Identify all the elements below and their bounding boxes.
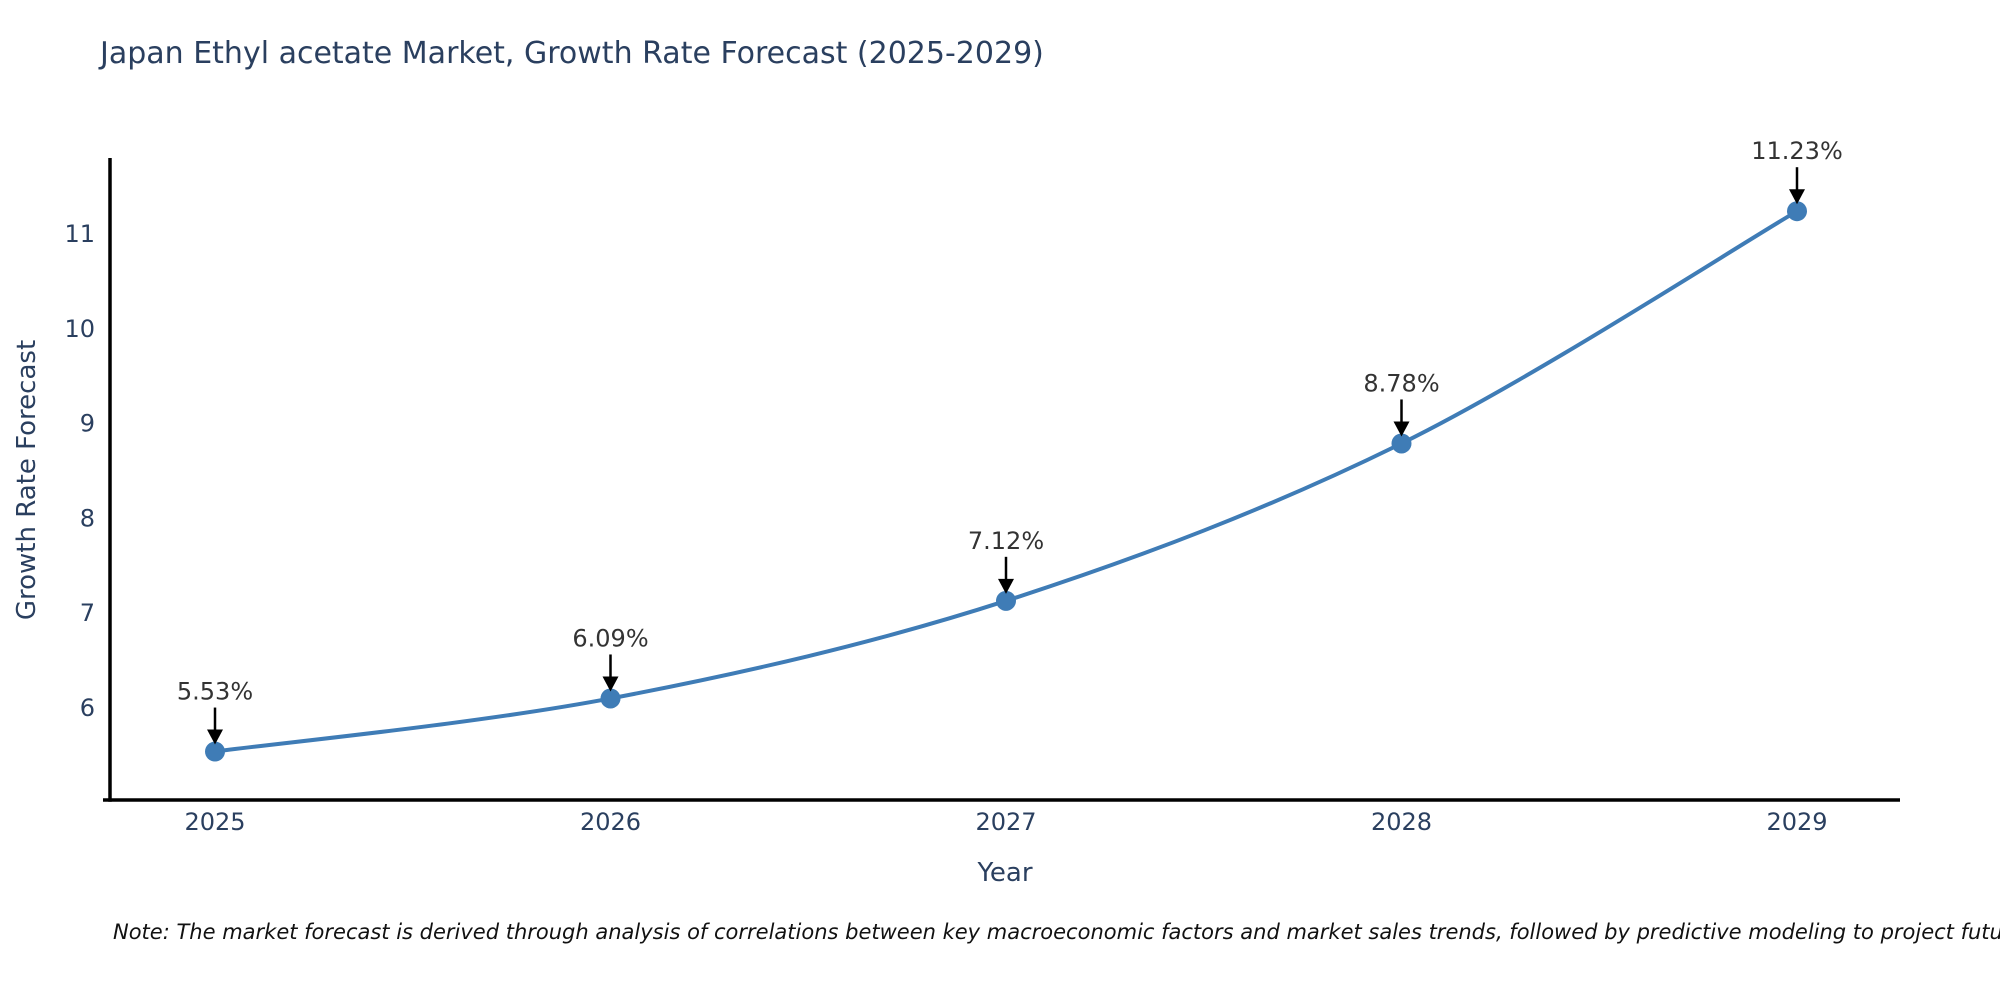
data-point-marker (1787, 201, 1807, 222)
data-point-marker (1391, 433, 1412, 454)
x-tick-label: 2029 (1766, 808, 1827, 836)
annotation-arrowhead (998, 578, 1014, 594)
y-tick-label: 11 (64, 220, 95, 248)
annotation-arrowhead (1393, 421, 1410, 437)
y-axis-title: Growth Rate Forecast (12, 339, 42, 621)
annotation-arrowhead (602, 676, 619, 692)
annotation-arrowhead (1789, 189, 1805, 205)
annotation-arrowhead (207, 729, 223, 745)
data-point-label: 11.23% (1751, 137, 1843, 165)
data-point-label: 6.09% (572, 624, 648, 652)
chart-title: Japan Ethyl acetate Market, Growth Rate … (100, 36, 1044, 71)
data-point-label: 5.53% (177, 678, 253, 706)
forecast-line (213, 209, 1799, 754)
x-tick-label: 2028 (1371, 808, 1432, 836)
data-point-marker (205, 741, 225, 762)
y-tick-label: 7 (80, 599, 95, 627)
y-tick-label: 8 (80, 504, 95, 532)
x-tick-label: 2025 (184, 808, 245, 836)
x-axis-title: Year (977, 858, 1033, 888)
data-point-marker (996, 590, 1016, 611)
x-tick-label: 2026 (580, 808, 641, 836)
data-point-label: 8.78% (1363, 369, 1439, 397)
footnote: Note: The market forecast is derived thr… (113, 920, 2000, 944)
y-tick-label: 10 (64, 315, 95, 343)
y-tick-label: 6 (80, 694, 95, 722)
y-tick-label: 9 (80, 410, 95, 438)
data-point-marker (600, 688, 621, 709)
data-point-label: 7.12% (968, 527, 1044, 555)
x-tick-label: 2027 (975, 808, 1036, 836)
